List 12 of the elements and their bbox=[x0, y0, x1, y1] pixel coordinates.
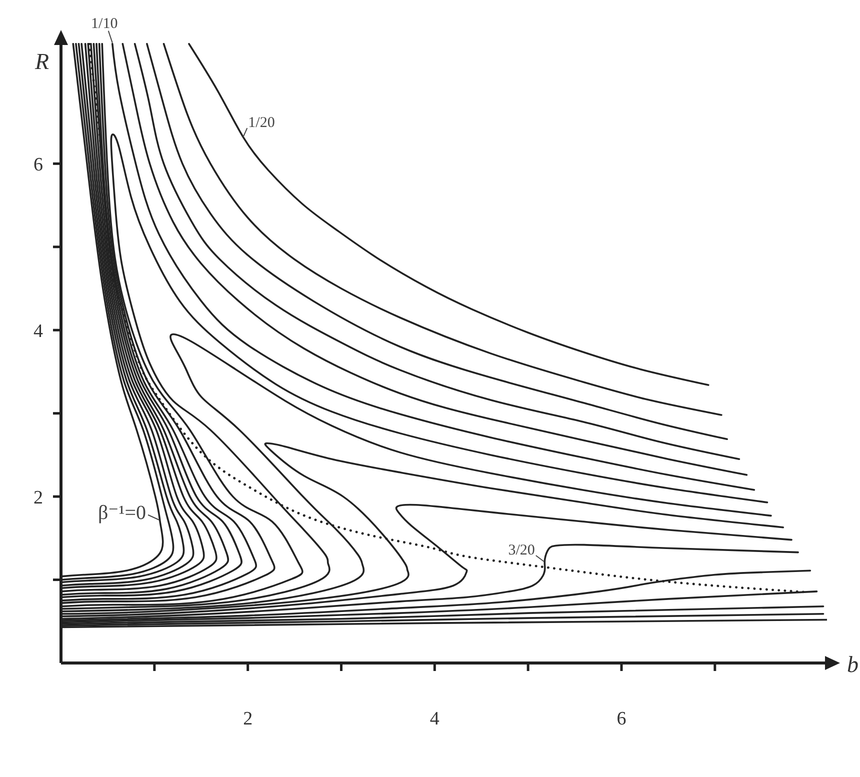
y-tick-label: 2 bbox=[34, 487, 43, 508]
x-tick-label: 2 bbox=[243, 708, 253, 730]
annotation: 3/20 bbox=[508, 542, 535, 558]
annotation: 1/10 bbox=[91, 16, 118, 32]
y-tick-label: 4 bbox=[34, 320, 44, 342]
annotation: β⁻¹=0 bbox=[98, 502, 146, 524]
y-tick-label: 6 bbox=[34, 154, 43, 176]
x-tick-label: 6 bbox=[616, 708, 626, 730]
y-axis-title: R bbox=[34, 49, 50, 74]
x-tick-label: 4 bbox=[430, 708, 440, 730]
annotation: 1/20 bbox=[248, 115, 275, 132]
x-axis-title: b bbox=[847, 652, 858, 677]
